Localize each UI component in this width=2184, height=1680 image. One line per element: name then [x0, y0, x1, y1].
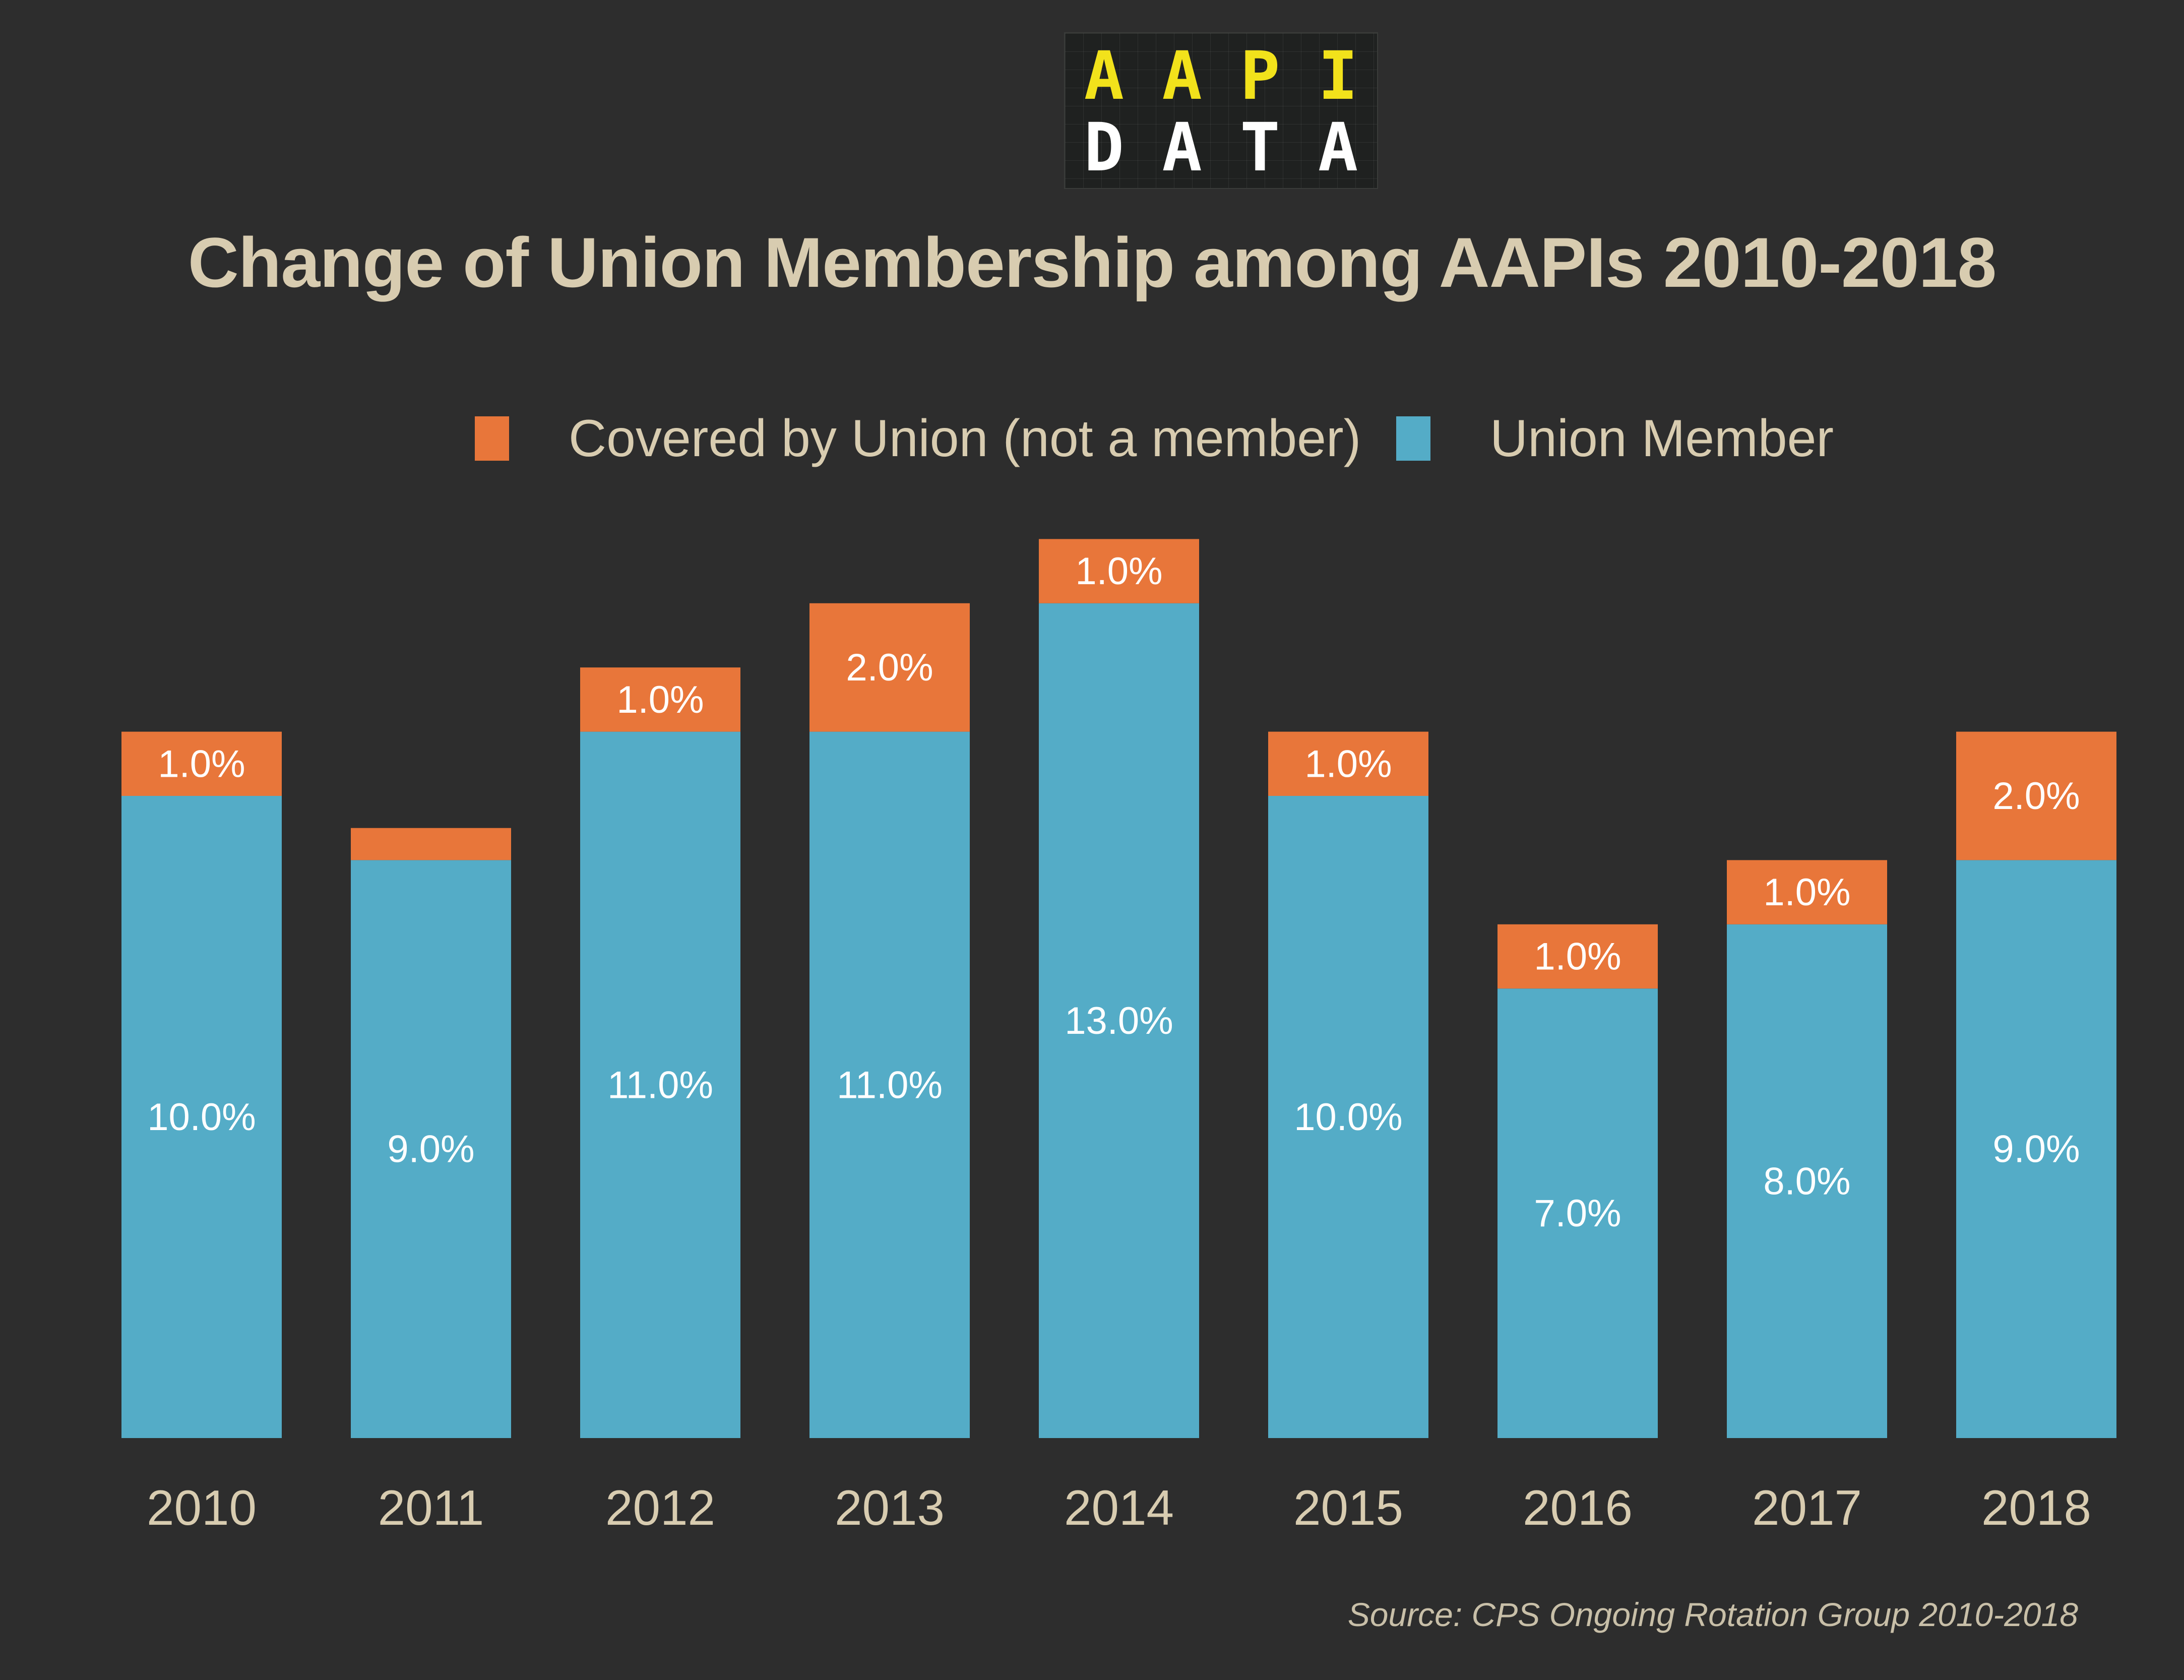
x-tick-label: 2010	[147, 1480, 257, 1535]
x-tick-label: 2014	[1064, 1480, 1174, 1535]
data-label-covered: 1.0%	[1075, 550, 1162, 593]
legend-item-member: Union Member	[1396, 408, 1834, 469]
chart-title: Change of Union Membership among AAPIs 2…	[188, 223, 1997, 302]
legend-label-member: Union Member	[1490, 409, 1834, 468]
bar-union-member	[1956, 860, 2116, 1438]
logo-letter: T	[1240, 109, 1280, 186]
legend-swatch-covered	[475, 416, 509, 461]
bar-covered-by-union	[809, 603, 970, 732]
bar-union-member	[1039, 603, 1199, 1438]
logo-letter: A	[1162, 37, 1202, 115]
data-label-covered: 2.0%	[1992, 775, 2080, 818]
logo-letter: A	[1162, 109, 1202, 186]
source-note: Source: CPS Ongoing Rotation Group 2010-…	[1347, 1596, 2078, 1633]
x-tick-label: 2016	[1523, 1480, 1633, 1535]
bar-union-member	[1497, 988, 1658, 1438]
bar-covered-by-union	[121, 731, 282, 796]
x-tick-label: 2015	[1293, 1480, 1403, 1535]
data-label-union-member: 9.0%	[387, 1128, 474, 1171]
data-label-covered: 1.0%	[1534, 936, 1621, 978]
x-tick-label: 2013	[835, 1480, 945, 1535]
logo-letter: D	[1084, 109, 1125, 186]
data-label-union-member: 11.0%	[837, 1064, 943, 1106]
data-label-union-member: 7.0%	[1534, 1192, 1621, 1235]
bar-union-member	[121, 796, 282, 1438]
bar-covered-by-union	[1956, 731, 2116, 860]
bar-covered-by-union	[1039, 539, 1199, 603]
logo-letter: I	[1318, 37, 1358, 115]
data-label-covered: 1.0%	[616, 678, 704, 721]
bar-union-member	[1268, 796, 1428, 1438]
x-tick-label: 2012	[605, 1480, 715, 1535]
bar-union-member	[580, 731, 740, 1438]
legend-label-covered: Covered by Union (not a member)	[569, 409, 1361, 468]
bar-union-member	[1727, 924, 1887, 1438]
data-label-covered: 1.0%	[1304, 742, 1392, 785]
legend-swatch-member	[1396, 416, 1430, 461]
data-label-union-member: 13.0%	[1065, 1000, 1173, 1042]
data-label-union-member: 8.0%	[1763, 1160, 1850, 1203]
data-label-covered: 2.0%	[846, 646, 933, 689]
data-label-union-member: 10.0%	[1294, 1096, 1403, 1139]
data-label-covered: 1.0%	[158, 742, 245, 785]
x-tick-label: 2018	[1981, 1480, 2091, 1535]
logo-line-2: D A T A	[1065, 110, 1377, 185]
bar-covered-by-union	[1497, 924, 1658, 989]
aapi-data-logo: A A P I D A T A	[1064, 32, 1378, 189]
logo-line-1: A A P I	[1065, 38, 1377, 114]
bar-union-member	[809, 731, 970, 1438]
logo-letter: A	[1318, 109, 1358, 186]
bar-union-member	[351, 860, 511, 1438]
bar-covered-by-union	[1727, 860, 1887, 924]
data-label-union-member: 10.0%	[147, 1096, 256, 1139]
bar-covered-by-union	[1268, 731, 1428, 796]
data-label-union-member: 11.0%	[607, 1064, 713, 1106]
bar-covered-by-union	[580, 667, 740, 732]
logo-letter: A	[1084, 37, 1125, 115]
x-tick-label: 2011	[378, 1480, 484, 1535]
bar-covered-by-union	[351, 828, 511, 860]
x-tick-label: 2017	[1752, 1480, 1862, 1535]
chart-legend: Covered by Union (not a member) Union Me…	[0, 408, 2184, 469]
logo-letter: P	[1240, 37, 1280, 115]
data-label-union-member: 9.0%	[1992, 1128, 2080, 1171]
data-label-covered: 1.0%	[1763, 871, 1850, 914]
legend-item-covered: Covered by Union (not a member)	[475, 408, 1361, 469]
